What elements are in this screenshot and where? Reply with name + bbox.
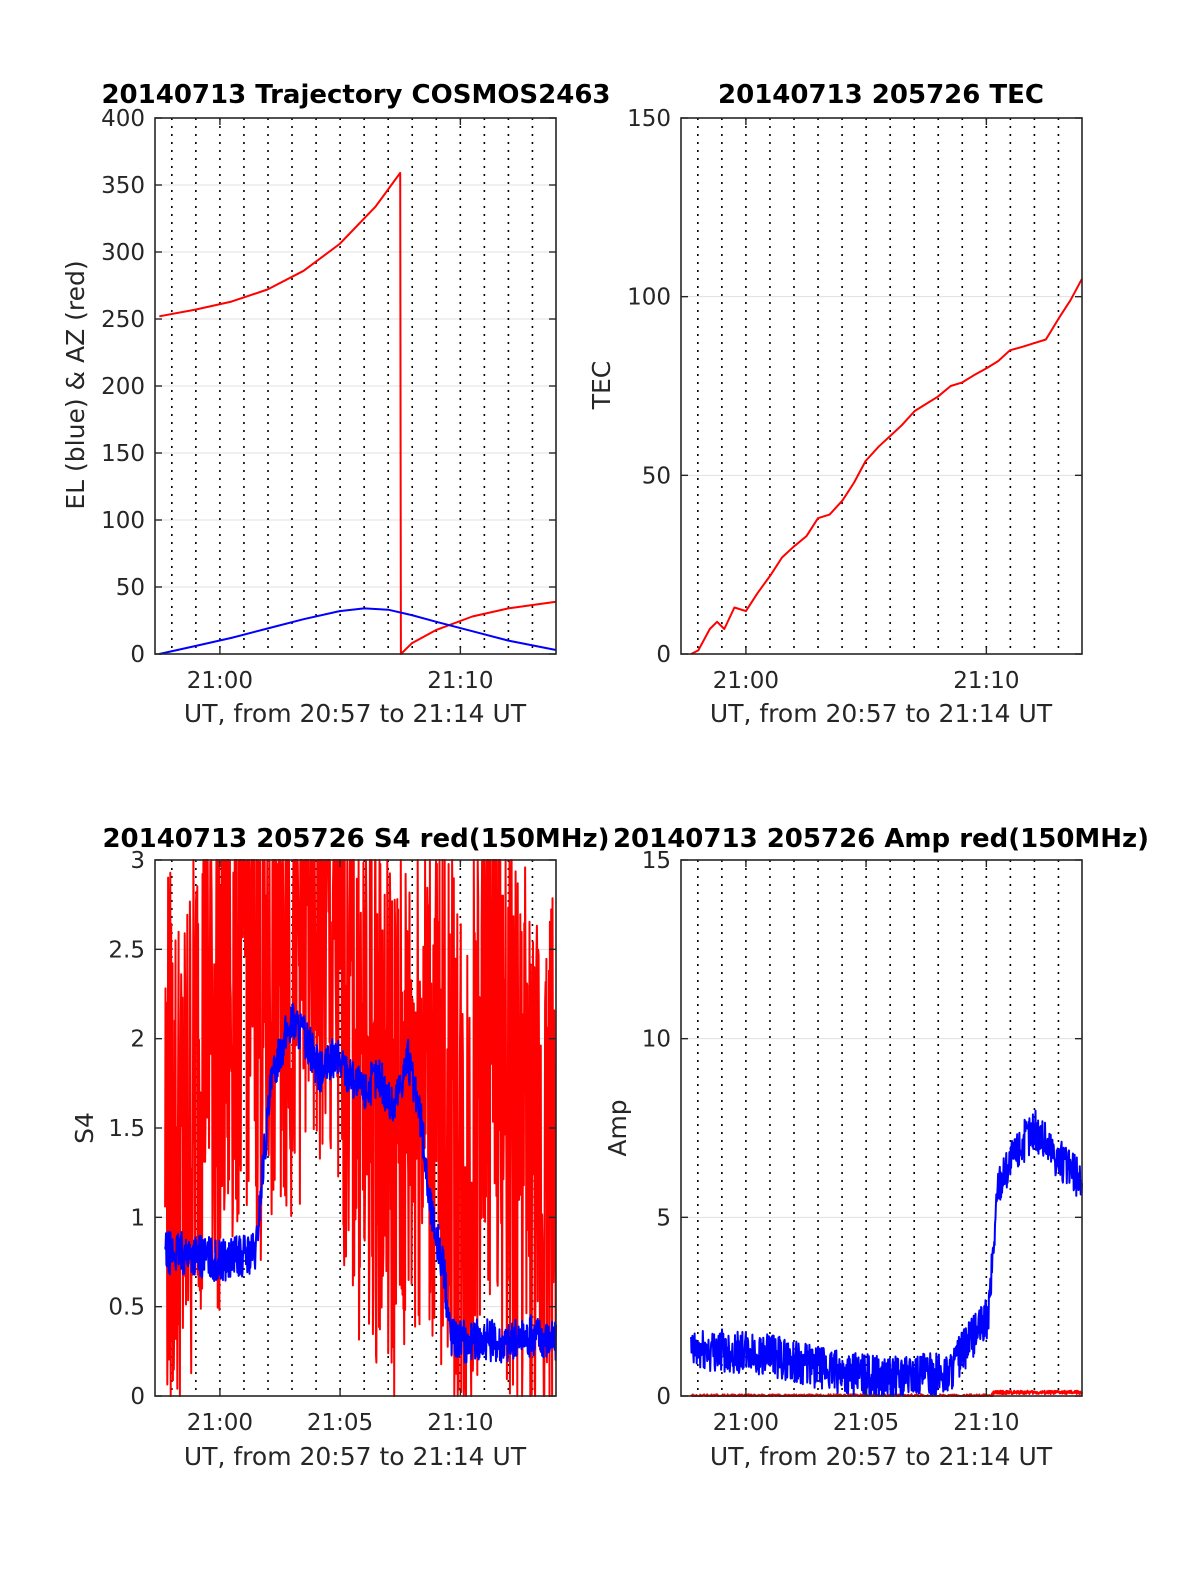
panel-trajectory: 20140713 Trajectory COSMOS2463 0 50 100 150… — [61, 80, 611, 728]
y-tick-label: 15 — [642, 848, 671, 874]
y-axis-label-s4: S4 — [70, 1112, 99, 1144]
series-line — [164, 1002, 557, 1364]
x-axis-label-trajectory: UT, from 20:57 to 21:14 UT — [184, 699, 527, 728]
x-tick-label: 21:10 — [427, 1410, 493, 1436]
plot-area-tec: 0 50 100 150 21:00 21:10 — [627, 106, 1083, 694]
y-tick-label: 150 — [101, 441, 145, 467]
x-tick-label: 21:05 — [833, 1410, 899, 1436]
x-tick-label: 21:10 — [953, 1410, 1019, 1436]
x-tick-label: 21:00 — [187, 668, 253, 694]
y-tick-label: 200 — [101, 374, 145, 400]
y-tick-label: 3 — [130, 848, 145, 874]
y-tick-label: 100 — [627, 285, 671, 311]
x-tick-label: 21:00 — [713, 668, 779, 694]
y-tick-label: 1.5 — [108, 1116, 145, 1142]
y-tick-label: 0.5 — [108, 1295, 145, 1321]
series-line — [159, 171, 557, 655]
y-tick-label: 100 — [101, 508, 145, 534]
y-tick-label: 400 — [101, 106, 145, 132]
series-line — [690, 1109, 1083, 1397]
panel-title-s4: 20140713 205726 S4 red(150MHz) — [102, 824, 609, 854]
x-tick-label: 21:05 — [307, 1410, 373, 1436]
axes-frame — [680, 859, 1083, 1397]
y-tick-label: 10 — [642, 1027, 671, 1053]
y-tick-label: 300 — [101, 240, 145, 266]
y-tick-label: 250 — [101, 307, 145, 333]
x-tick-label: 21:10 — [953, 668, 1019, 694]
x-axis-label-s4: UT, from 20:57 to 21:14 UT — [184, 1442, 527, 1471]
y-tick-label: 0 — [656, 1384, 671, 1410]
x-tick-label: 21:00 — [713, 1410, 779, 1436]
y-axis-label-trajectory: EL (blue) & AZ (red) — [61, 260, 90, 509]
y-tick-label: 0 — [130, 1384, 145, 1410]
plot-area-trajectory: 0 50 100 150 200 250 300 350 400 21:00 21:10 — [101, 106, 557, 694]
plot-area-amp: 0 5 10 15 21:00 21:05 21:10 — [642, 848, 1083, 1436]
plot-area-s4: 0 0.5 1 1.5 2 2.5 3 21:00 21:05 21:10 — [108, 848, 557, 1436]
y-axis-label-amp: Amp — [603, 1099, 632, 1156]
y-tick-label: 0 — [130, 642, 145, 668]
y-tick-label: 50 — [642, 463, 671, 489]
axes-frame — [680, 117, 1083, 655]
x-axis-label-amp: UT, from 20:57 to 21:14 UT — [710, 1442, 1053, 1471]
x-tick-label: 21:10 — [427, 668, 493, 694]
panel-title-trajectory: 20140713 Trajectory COSMOS2463 — [101, 80, 610, 110]
panel-title-tec: 20140713 205726 TEC — [718, 80, 1044, 110]
panel-amp: 20140713 205726 Amp red(150MHz) 0 5 10 15 21… — [603, 824, 1149, 1471]
x-tick-label: 21:00 — [187, 1410, 253, 1436]
y-tick-label: 0 — [656, 642, 671, 668]
panel-title-amp: 20140713 205726 Amp red(150MHz) — [613, 824, 1149, 854]
y-tick-label: 50 — [116, 575, 145, 601]
y-tick-label: 2 — [130, 1027, 145, 1053]
y-tick-label: 1 — [130, 1205, 145, 1231]
panel-s4: 20140713 205726 S4 red(150MHz) 0 0.5 1 1.5 2… — [70, 824, 610, 1471]
y-tick-label: 2.5 — [108, 937, 145, 963]
series-line — [164, 859, 557, 1397]
series-line — [690, 278, 1083, 655]
y-axis-label-tec: TEC — [587, 361, 616, 411]
y-tick-label: 5 — [656, 1205, 671, 1231]
y-tick-label: 150 — [627, 106, 671, 132]
y-tick-label: 350 — [101, 173, 145, 199]
series-line — [159, 607, 557, 655]
x-axis-label-tec: UT, from 20:57 to 21:14 UT — [710, 699, 1053, 728]
